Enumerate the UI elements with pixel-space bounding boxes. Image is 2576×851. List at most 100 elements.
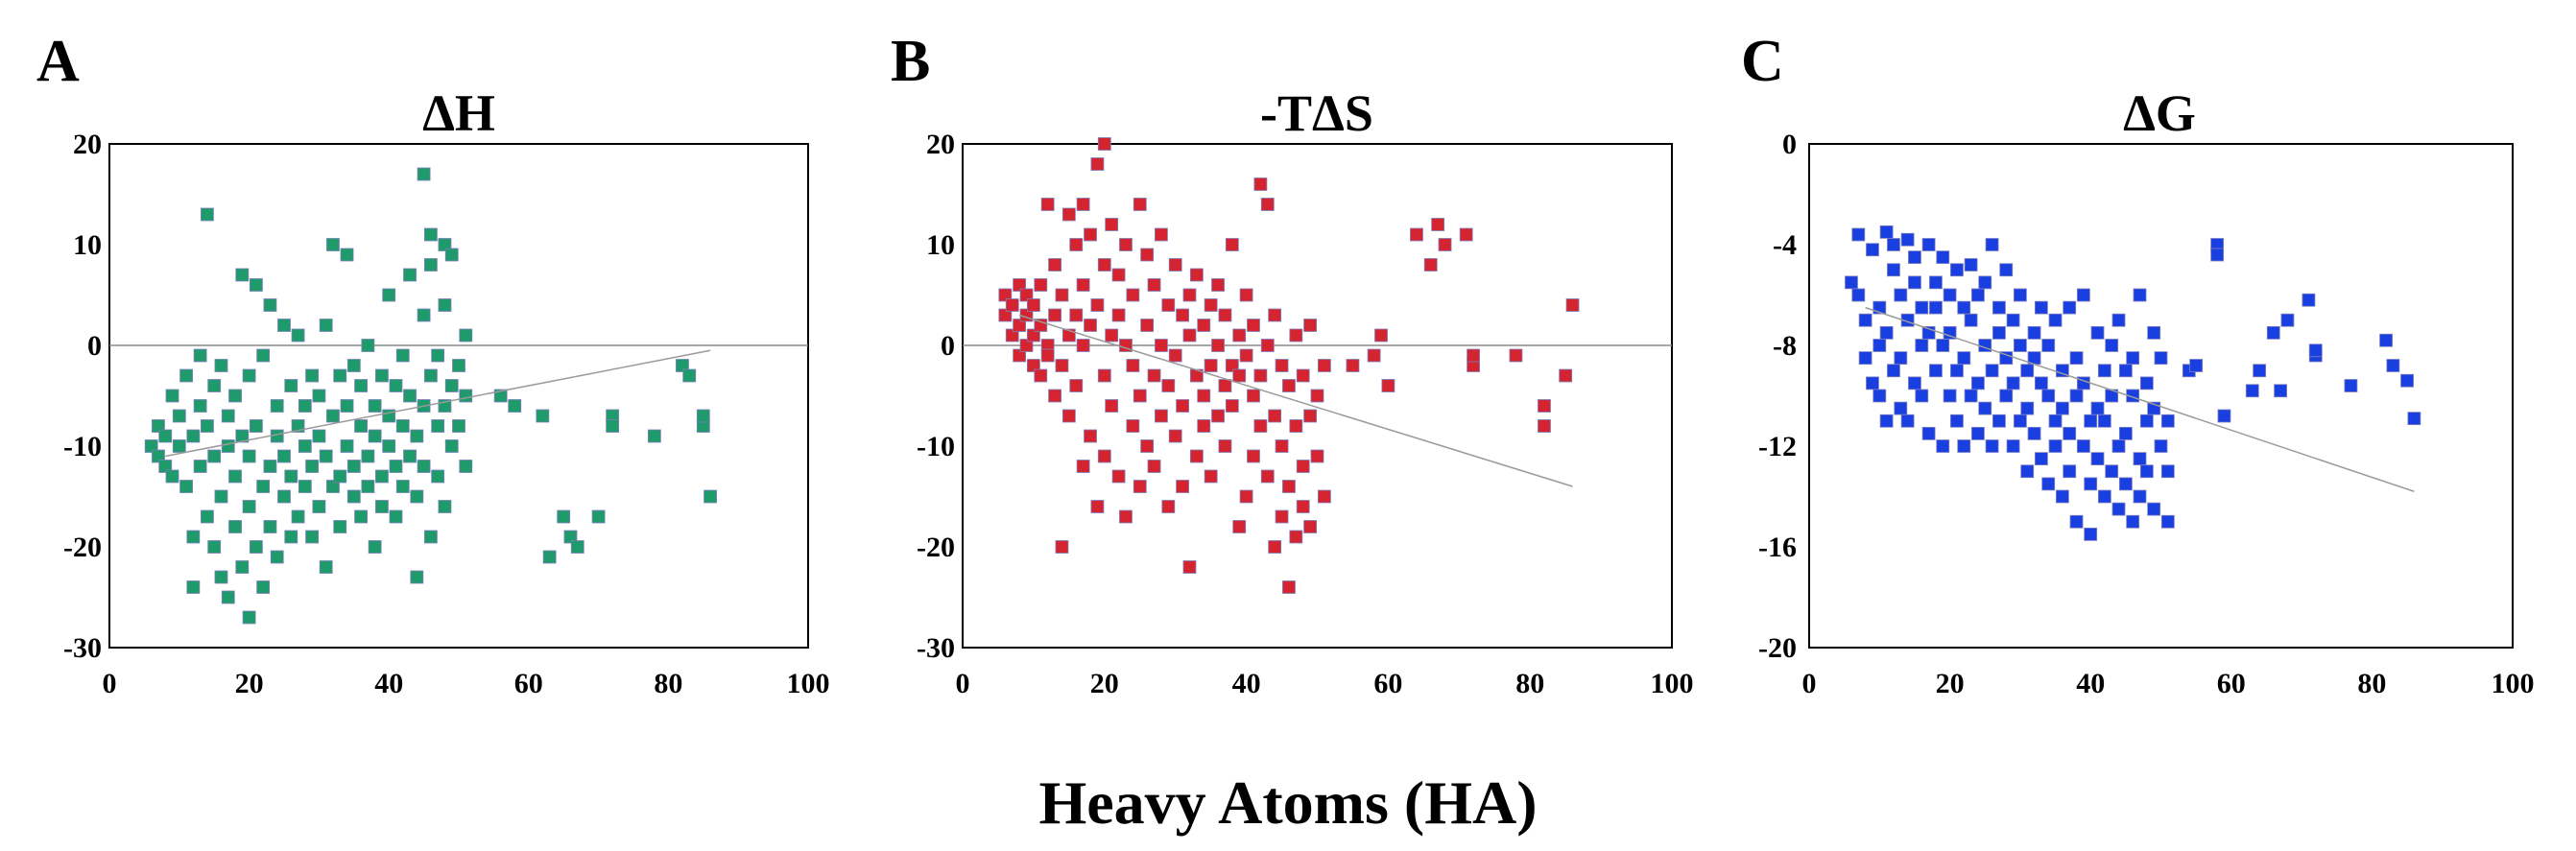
data-point: [1858, 351, 1872, 366]
data-point: [1090, 157, 1105, 171]
y-tick-label: -10: [917, 431, 955, 462]
data-point: [410, 429, 424, 443]
data-points: [998, 137, 1580, 594]
data-point: [291, 328, 305, 343]
data-point: [2160, 514, 2175, 529]
data-point: [1296, 460, 1310, 473]
data-point: [1423, 258, 1438, 272]
y-tick-label: -4: [1773, 229, 1797, 261]
data-point: [2147, 502, 2161, 516]
data-point: [1950, 364, 1964, 378]
data-point: [1282, 480, 1296, 493]
data-point: [2055, 489, 2069, 504]
data-point: [1921, 426, 1936, 440]
data-point: [389, 509, 403, 524]
data-point: [1176, 308, 1189, 322]
data-point: [2027, 325, 2041, 340]
data-point: [395, 480, 410, 493]
data-point: [1943, 288, 1957, 302]
data-point: [1048, 258, 1061, 272]
data-point: [1978, 275, 1992, 290]
data-point: [403, 389, 417, 403]
data-point: [998, 308, 1013, 322]
data-point: [1211, 409, 1225, 423]
y-tick-label: 10: [926, 229, 955, 261]
x-tick-label: 40: [1232, 668, 1261, 699]
data-point: [2111, 439, 2126, 453]
data-point: [1069, 308, 1084, 322]
data-point: [1260, 469, 1275, 484]
data-point: [1168, 348, 1182, 363]
data-point: [263, 298, 277, 312]
data-point: [1055, 540, 1069, 554]
data-point: [1943, 325, 1957, 340]
data-point: [2210, 248, 2225, 262]
panel-letter: A: [36, 29, 80, 94]
panel-c: C ΔG -20 -16 -12 -8 -4 0 0 20 40 60 80 100: [1741, 29, 2535, 699]
data-point: [403, 449, 417, 463]
data-point: [431, 348, 445, 363]
data-point: [2407, 412, 2421, 426]
data-point: [676, 359, 689, 372]
data-point: [1887, 263, 1900, 277]
data-point: [305, 530, 320, 544]
data-point: [1147, 368, 1161, 383]
data-point: [1161, 379, 1176, 392]
data-point: [235, 560, 250, 574]
x-tick-label: 0: [103, 668, 117, 699]
data-point: [2084, 414, 2098, 428]
data-point: [647, 429, 661, 443]
data-point: [1260, 198, 1275, 211]
x-tick-label: 0: [956, 668, 970, 699]
data-point: [395, 348, 410, 363]
data-point: [277, 489, 291, 504]
data-point: [1999, 263, 2014, 277]
data-point: [1303, 520, 1318, 533]
data-point: [1239, 348, 1253, 363]
plot-frame: [1808, 143, 2514, 649]
data-point: [1232, 368, 1247, 383]
data-point: [438, 298, 452, 312]
data-point: [1410, 227, 1423, 242]
x-axis-label: Heavy Atoms (HA): [1038, 768, 1537, 837]
data-point: [1084, 429, 1097, 443]
data-point: [2006, 313, 2020, 327]
data-point: [333, 520, 347, 533]
data-point: [1019, 288, 1034, 302]
data-point: [186, 429, 201, 443]
data-point: [493, 389, 508, 403]
data-point: [165, 389, 179, 403]
data-point: [542, 550, 557, 564]
data-point: [201, 207, 214, 222]
data-point: [2154, 439, 2168, 453]
data-point: [2027, 426, 2041, 440]
data-point: [417, 167, 431, 181]
data-point: [1943, 389, 1957, 403]
data-point: [1090, 500, 1105, 513]
data-point: [1076, 460, 1090, 473]
data-point: [298, 439, 312, 453]
y-tick-label: 0: [1782, 129, 1797, 160]
data-point: [1950, 414, 1964, 428]
x-tick-label: 100: [2492, 668, 2535, 699]
panel-a: A ΔH -30 -20 -10 0 10 20 0 20 40 60 80 100: [36, 29, 830, 699]
data-point: [459, 389, 473, 403]
data-point: [1999, 389, 2014, 403]
data-point: [1275, 359, 1289, 372]
data-point: [1097, 137, 1111, 151]
data-point: [1915, 339, 1929, 352]
data-point: [2133, 288, 2147, 302]
data-point: [1076, 278, 1090, 292]
data-point: [1247, 389, 1260, 403]
data-point: [333, 368, 347, 383]
data-point: [431, 469, 445, 484]
data-point: [536, 409, 550, 423]
data-point: [172, 409, 186, 423]
data-point: [1105, 399, 1119, 413]
data-point: [1921, 238, 1936, 251]
data-point: [312, 389, 326, 403]
x-tick-label: 20: [1936, 668, 1965, 699]
x-tick-label: 100: [787, 668, 830, 699]
panel-title: -TΔS: [1260, 84, 1373, 142]
data-point: [214, 489, 228, 504]
